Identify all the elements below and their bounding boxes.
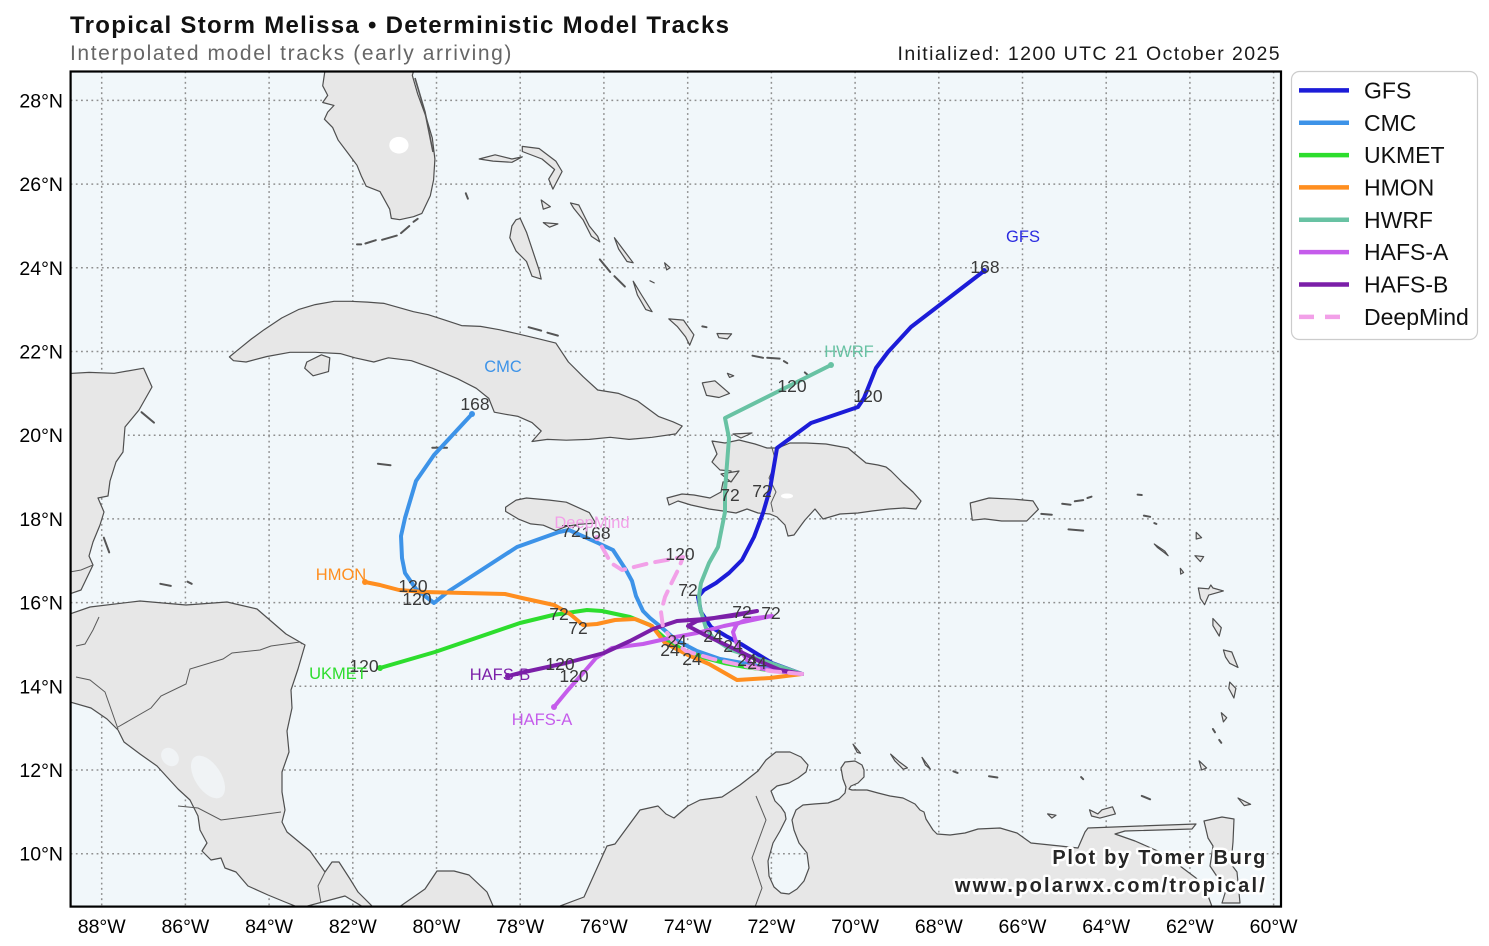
svg-text:82°W: 82°W [329,916,377,938]
svg-text:18°N: 18°N [19,509,63,531]
svg-text:120: 120 [559,666,588,686]
svg-text:72: 72 [561,521,580,541]
svg-text:28°N: 28°N [19,90,63,112]
svg-text:Interpolated model tracks (ear: Interpolated model tracks (early arrivin… [70,42,513,65]
svg-text:24: 24 [660,640,680,660]
svg-text:10°N: 10°N [19,844,63,866]
svg-text:88°W: 88°W [78,916,126,938]
svg-text:22°N: 22°N [19,342,63,364]
svg-text:12°N: 12°N [19,760,63,782]
svg-text:168: 168 [460,394,489,414]
svg-text:Tropical Storm Melissa • Deter: Tropical Storm Melissa • Deterministic M… [70,12,730,39]
svg-text:24: 24 [747,653,767,673]
svg-text:HAFS-A: HAFS-A [512,711,573,729]
svg-text:GFS: GFS [1006,228,1040,246]
svg-text:Initialized: 1200 UTC 21 Octob: Initialized: 1200 UTC 21 October 2025 [898,43,1282,65]
svg-text:78°W: 78°W [496,916,544,938]
svg-text:24: 24 [723,636,743,656]
svg-text:HWRF: HWRF [824,343,873,361]
svg-text:120: 120 [545,654,574,674]
svg-text:DeepMind: DeepMind [554,514,629,532]
svg-text:120: 120 [665,544,694,564]
svg-text:www.polarwx.com/tropical/: www.polarwx.com/tropical/ [954,875,1267,897]
svg-text:74°W: 74°W [664,916,712,938]
svg-text:62°W: 62°W [1166,916,1214,938]
svg-text:UKMET: UKMET [1364,142,1445,168]
svg-text:HAFS-A: HAFS-A [1364,239,1449,265]
svg-text:168: 168 [581,523,610,543]
svg-text:HAFS-B: HAFS-B [1364,272,1448,298]
svg-text:72: 72 [732,602,751,622]
svg-text:64°W: 64°W [1082,916,1130,938]
svg-text:24: 24 [682,649,702,669]
svg-text:24: 24 [667,631,687,651]
svg-text:HMON: HMON [316,566,366,584]
svg-text:72°W: 72°W [747,916,795,938]
svg-text:CMC: CMC [484,358,522,376]
svg-text:24°N: 24°N [19,258,63,280]
svg-text:26°N: 26°N [19,174,63,196]
svg-text:24: 24 [703,626,723,646]
svg-text:Plot by Tomer Burg: Plot by Tomer Burg [1052,847,1267,869]
svg-text:120: 120 [398,576,427,596]
svg-text:68°W: 68°W [915,916,963,938]
svg-text:UKMET: UKMET [309,665,367,683]
svg-text:72: 72 [761,603,780,623]
svg-text:66°W: 66°W [999,916,1047,938]
svg-text:HMON: HMON [1364,174,1434,200]
svg-text:DeepMind: DeepMind [1364,304,1469,330]
svg-text:CMC: CMC [1364,110,1416,136]
svg-text:84°W: 84°W [245,916,293,938]
svg-text:60°W: 60°W [1250,916,1298,938]
svg-text:HAFS-B: HAFS-B [470,666,531,684]
svg-text:80°W: 80°W [413,916,461,938]
svg-text:120: 120 [853,386,882,406]
svg-text:86°W: 86°W [161,916,209,938]
svg-text:120: 120 [402,589,431,609]
svg-text:14°N: 14°N [19,676,63,698]
svg-text:76°W: 76°W [580,916,628,938]
svg-text:24: 24 [737,650,757,670]
svg-text:168: 168 [970,257,999,277]
svg-text:72: 72 [568,618,587,638]
svg-text:72: 72 [549,604,568,624]
svg-text:72: 72 [678,580,697,600]
svg-text:HWRF: HWRF [1364,207,1433,233]
svg-text:16°N: 16°N [19,593,63,615]
svg-text:120: 120 [777,376,806,396]
svg-text:120: 120 [349,656,378,676]
svg-text:20°N: 20°N [19,425,63,447]
svg-text:72: 72 [720,485,739,505]
svg-text:GFS: GFS [1364,77,1411,103]
svg-text:70°W: 70°W [831,916,879,938]
svg-text:72: 72 [752,481,771,501]
